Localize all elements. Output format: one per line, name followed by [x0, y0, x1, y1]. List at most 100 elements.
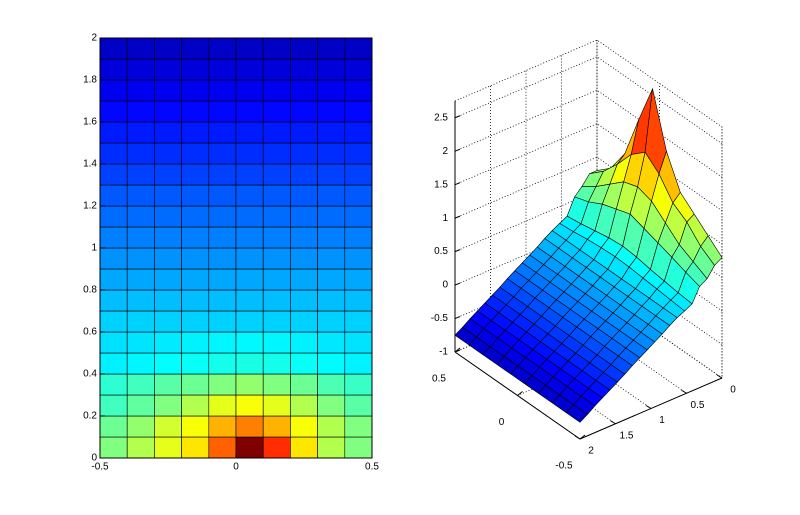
cell	[181, 205, 210, 228]
x-tick-label: 0	[233, 462, 239, 473]
y-tick-label: 1.4	[83, 159, 97, 170]
cell	[344, 58, 373, 81]
cell	[235, 436, 264, 459]
x-tick-label: 1.5	[620, 430, 634, 441]
cell	[317, 37, 346, 60]
x-tick	[645, 405, 652, 409]
cell	[290, 58, 318, 81]
cell	[181, 58, 210, 81]
z-tick	[454, 316, 461, 319]
cell	[99, 163, 128, 186]
cell	[290, 310, 318, 333]
cell	[99, 247, 128, 270]
y-tick	[517, 391, 523, 396]
cell	[126, 310, 155, 333]
y-tick-label: 1.6	[83, 117, 97, 128]
cell	[235, 226, 264, 249]
cell	[344, 310, 373, 333]
cell	[344, 415, 373, 438]
x-tick-label: 0	[730, 385, 736, 396]
z-tick-label: 0	[442, 280, 448, 291]
y-tick-label: 1	[91, 243, 97, 254]
box-edge	[454, 39, 723, 378]
cell	[208, 142, 237, 165]
cell	[262, 121, 291, 144]
cell	[126, 100, 155, 123]
cell	[344, 394, 373, 417]
cell	[344, 100, 373, 123]
cell	[126, 79, 155, 102]
cell	[262, 100, 291, 123]
cell	[290, 415, 318, 438]
grid-line	[454, 56, 723, 145]
cell	[262, 352, 291, 375]
cell	[317, 268, 346, 291]
cell	[99, 226, 128, 249]
cell	[154, 415, 182, 438]
cell	[126, 58, 155, 81]
cell	[208, 415, 237, 438]
cell	[99, 184, 128, 207]
cell	[262, 331, 291, 354]
cell	[181, 100, 210, 123]
cell	[290, 121, 318, 144]
cell	[344, 163, 373, 186]
cell	[154, 373, 182, 396]
cell	[344, 373, 373, 396]
z-tick-label: 1.5	[434, 179, 448, 190]
cell	[99, 310, 128, 333]
cell	[262, 142, 291, 165]
cell	[235, 142, 264, 165]
cell	[344, 268, 373, 291]
cell	[154, 205, 182, 228]
cell	[317, 415, 346, 438]
cell	[344, 142, 373, 165]
cell	[317, 289, 346, 312]
grid-line	[454, 89, 723, 178]
cell	[181, 247, 210, 270]
cell	[181, 268, 210, 291]
y-tick-label: 1.2	[83, 201, 97, 212]
cell	[262, 310, 291, 333]
cell	[235, 289, 264, 312]
cell	[235, 37, 264, 60]
cell	[344, 436, 373, 459]
cell	[262, 247, 291, 270]
cell	[126, 268, 155, 291]
cell	[290, 373, 318, 396]
cell	[208, 163, 237, 186]
cell	[290, 184, 318, 207]
cell	[262, 289, 291, 312]
y-tick-label: 0.6	[83, 327, 97, 338]
cell	[181, 373, 210, 396]
cell	[208, 226, 237, 249]
cell	[262, 79, 291, 102]
cell	[290, 352, 318, 375]
cell	[208, 37, 237, 60]
cell	[290, 436, 318, 459]
cell	[181, 184, 210, 207]
cell	[181, 289, 210, 312]
cell	[262, 37, 291, 60]
cell	[290, 331, 318, 354]
grid-line	[454, 123, 723, 211]
cell	[235, 268, 264, 291]
cell	[317, 121, 346, 144]
x-tick-label: 0.5	[365, 462, 379, 473]
cell	[126, 184, 155, 207]
y-tick-label: 0.2	[83, 411, 97, 422]
surface-face	[565, 404, 588, 423]
cell	[344, 289, 373, 312]
x-tick	[610, 420, 616, 425]
cell	[208, 247, 237, 270]
cell	[317, 436, 346, 459]
cell	[262, 163, 291, 186]
cell	[317, 373, 346, 396]
cell	[126, 394, 155, 417]
y-tick-label: 2	[91, 33, 97, 44]
y-tick	[579, 434, 586, 440]
z-tick	[454, 115, 461, 119]
cell	[317, 310, 346, 333]
